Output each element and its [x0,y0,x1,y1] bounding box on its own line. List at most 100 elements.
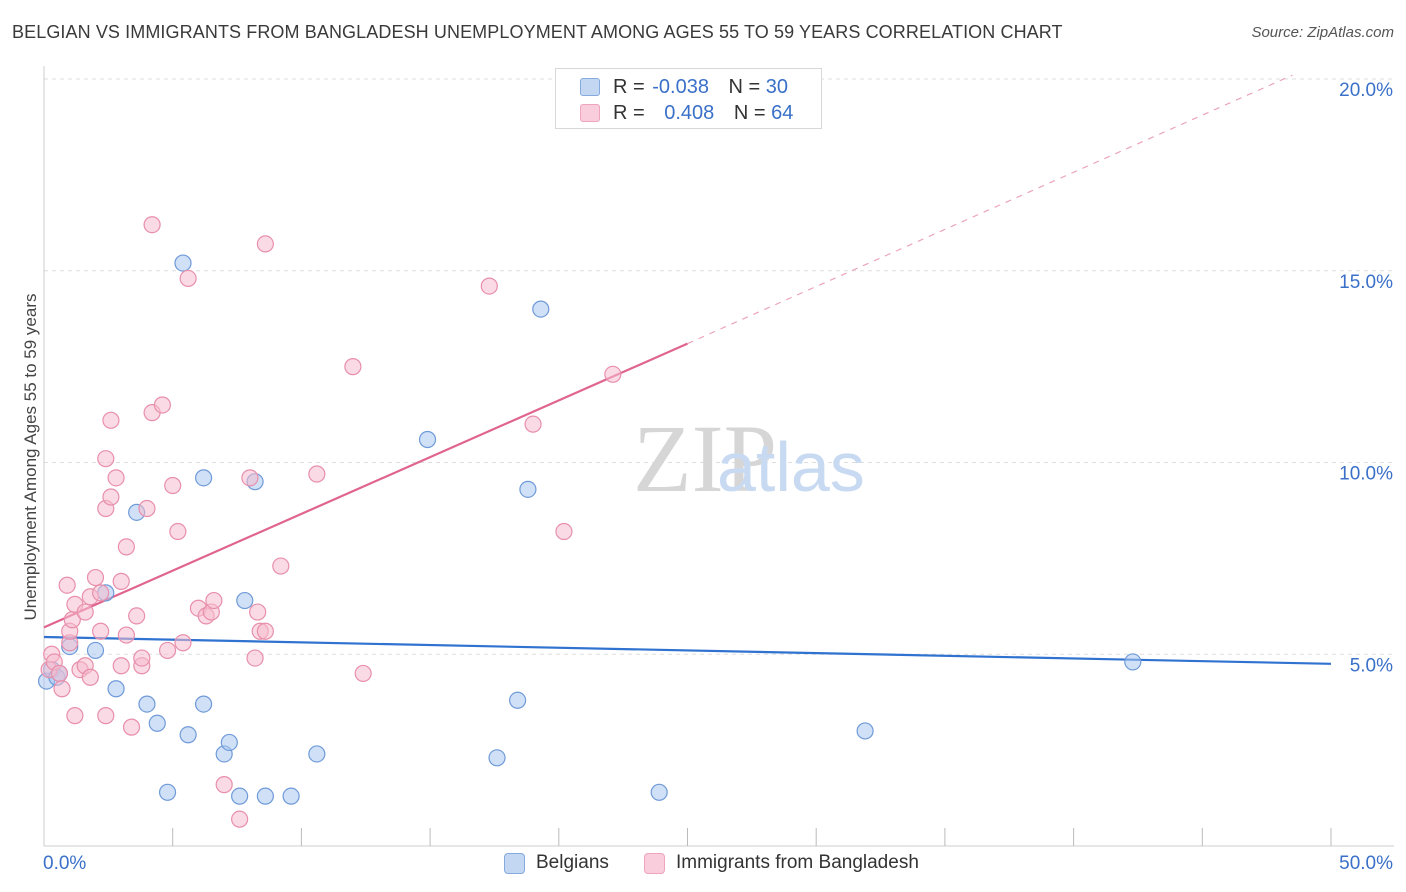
bangladesh-point [169,522,187,541]
belgians-point [148,714,166,732]
legend-n-label: N = [733,102,766,124]
bangladesh-point [256,235,274,253]
bangladesh-point [524,415,542,433]
bottom-legend-swatch-pink [644,853,665,874]
belgians-point [509,691,527,709]
belgians-point [236,591,254,610]
bangladesh-point [92,622,110,640]
bangladesh-point [92,584,110,602]
bangladesh-trend-line [43,342,688,629]
bangladesh-point [53,680,71,698]
bangladesh-point [102,488,120,506]
bangladesh-point [205,591,223,610]
belgians-point [856,722,874,740]
bangladesh-point [76,603,94,621]
watermark: ZIP atlas [633,405,865,512]
axis-layer [43,66,1394,847]
bangladesh-point [122,718,141,736]
watermark-atlas: atlas [717,428,865,506]
bangladesh-point [215,776,233,794]
bangladesh-point [117,626,135,644]
bangladesh-point [97,707,115,725]
bangladesh-point [66,707,84,725]
bangladesh-point [354,664,372,683]
bangladesh-point [143,216,161,234]
trend-layer [43,74,1332,665]
belgians-point [308,745,326,763]
legend-swatch-pink [580,104,600,122]
legend-r-value: 0.408 [664,102,715,124]
bangladesh-point [81,668,99,686]
bangladesh-point [555,522,573,541]
bangladesh-point [133,649,151,667]
legend-r-value: -0.038 [652,76,709,98]
belgians-trend-line [43,635,1332,665]
belgians-point [174,254,192,272]
bangladesh-point [179,269,197,288]
y-tick-label: 15.0% [1339,272,1393,293]
belgians-point [231,787,249,805]
correlation-legend: R = -0.038 N = 30 R = 0.408 N = 64 [555,68,822,129]
bangladesh-point [308,465,326,483]
belgians-point [488,749,506,767]
bottom-legend-swatch-blue [504,853,525,874]
bangladesh-point [86,568,105,587]
belgians-point [418,430,437,449]
legend-n-value: 30 [765,76,789,98]
bangladesh-point [138,499,156,518]
tick-label-layer: 5.0% 10.0% 15.0% 20.0% 0.0% 50.0% [43,80,1393,874]
belgians-point [86,641,105,660]
legend-n-value: 64 [771,102,794,124]
y-axis-label: Unemployment Among Ages 55 to 59 years [21,294,40,621]
belgians-point [138,695,156,713]
bangladesh-trend-extension [687,74,1293,345]
chart-title: BELGIAN VS IMMIGRANTS FROM BANGLADESH UN… [12,22,1063,42]
bangladesh-point [272,557,290,575]
belgians-point [650,783,668,801]
belgians-point [220,733,238,752]
belgians-point [532,300,550,318]
bottom-legend-label-belgians: Belgians [536,852,609,873]
bangladesh-point [58,576,76,594]
bangladesh-point [256,622,274,640]
bangladesh-point [102,411,120,429]
bangladesh-point [112,657,130,675]
source-label: Source: ZipAtlas.com [1251,24,1394,41]
bangladesh-point [604,365,622,383]
belgians-point [194,469,213,487]
points-layer [37,216,1142,828]
legend-swatch-blue [580,78,600,96]
watermark-zip: ZIP [633,405,777,512]
belgians-point [282,787,300,805]
bangladesh-point [153,396,172,414]
y-tick-label: 20.0% [1339,80,1393,101]
bangladesh-point [246,649,264,667]
x-tick-label: 50.0% [1339,853,1393,874]
belgians-point [158,783,177,801]
bangladesh-point [164,476,182,495]
belgians-point [194,695,213,713]
belgians-point [179,726,197,744]
bangladesh-point [107,469,125,487]
belgians-point [1124,653,1142,671]
bangladesh-point [128,607,146,625]
bangladesh-point [480,277,498,295]
bangladesh-point [249,603,267,621]
bangladesh-point [158,641,177,660]
legend-r-label: R = [613,102,645,124]
bangladesh-point [344,358,362,376]
grid-layer [44,78,1394,655]
y-tick-label: 5.0% [1350,655,1393,676]
bangladesh-point [117,538,135,556]
bangladesh-point [112,572,130,590]
y-tick-label: 10.0% [1339,464,1393,485]
bottom-legend-label-bangladesh: Immigrants from Bangladesh [676,852,919,873]
bangladesh-point [231,810,249,828]
belgians-point [256,787,274,805]
belgians-point [519,480,537,498]
bangladesh-point [50,664,69,683]
legend-n-label: N = [728,76,761,98]
x-tick-label: 0.0% [43,853,86,874]
legend-r-label: R = [613,76,645,98]
